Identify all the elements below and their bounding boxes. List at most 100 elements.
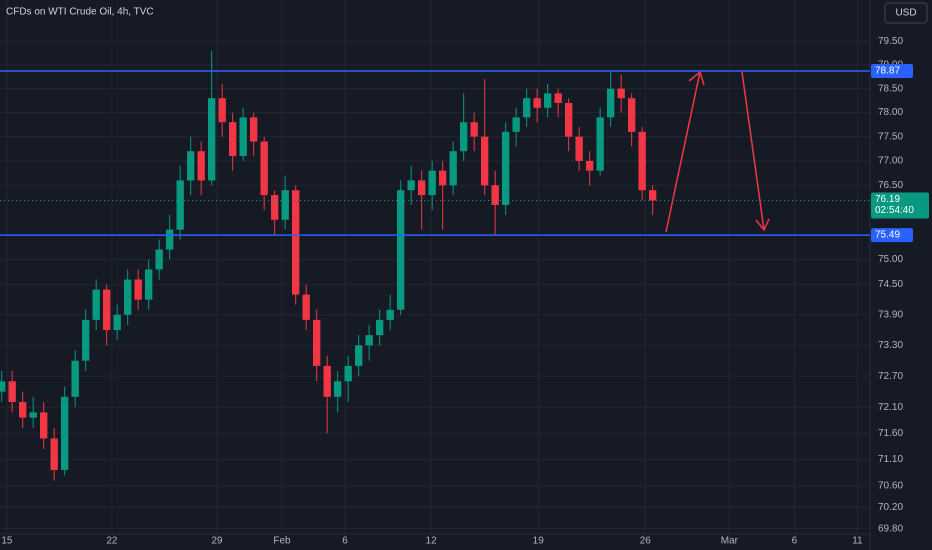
- price-label-box: [871, 228, 913, 243]
- y-tick-label: 73.30: [878, 340, 903, 351]
- y-tick-label: 79.50: [878, 36, 903, 47]
- candle-body: [145, 269, 153, 300]
- countdown: 02:54:40: [875, 205, 914, 216]
- candle-body: [61, 396, 69, 471]
- candle-body: [627, 98, 636, 132]
- candle-body: [270, 195, 279, 220]
- candle-body: [312, 319, 321, 366]
- down-arrow-head: [755, 218, 770, 232]
- candle-body: [365, 335, 373, 346]
- candle-body: [50, 438, 58, 471]
- candle-body: [417, 180, 426, 196]
- candle-body: [617, 88, 625, 99]
- candle-body: [165, 229, 174, 250]
- candle-body: [585, 160, 594, 171]
- x-tick-label: 29: [211, 536, 223, 547]
- candles: [0, 50, 657, 481]
- candle-body: [333, 381, 342, 397]
- y-tick-label: 76.50: [878, 180, 903, 191]
- annotation-arrows: [665, 70, 770, 233]
- candle-body: [323, 365, 331, 397]
- candle-body: [291, 190, 300, 295]
- candle-body: [543, 93, 552, 108]
- candle-body: [354, 345, 363, 366]
- last-price-label: 76.19: [875, 194, 900, 205]
- price-label-box: [871, 64, 913, 79]
- candle-body: [648, 190, 657, 201]
- candle-body: [92, 289, 100, 320]
- candle-body: [375, 319, 384, 336]
- y-tick-label: 77.50: [878, 131, 903, 142]
- candle-body: [239, 117, 247, 157]
- candle-body: [40, 412, 48, 439]
- candle-body: [480, 136, 489, 186]
- x-tick-label: Feb: [273, 536, 291, 547]
- candle-body: [438, 170, 447, 186]
- candle-body: [638, 131, 646, 191]
- last-price-box: [871, 192, 929, 219]
- price-label: 75.49: [875, 230, 900, 241]
- y-tick-label: 72.10: [878, 402, 903, 413]
- y-tick-label: 78.00: [878, 107, 903, 118]
- candle-body: [124, 279, 132, 315]
- candle-body: [260, 141, 268, 196]
- candle-body: [0, 381, 6, 392]
- candle-body: [249, 117, 258, 142]
- price-label: 78.87: [875, 66, 900, 77]
- candle-body: [386, 309, 394, 320]
- candle-body: [82, 319, 90, 361]
- y-tick-label: 72.70: [878, 371, 903, 382]
- x-tick-label: 15: [1, 536, 13, 547]
- x-tick-label: 12: [426, 536, 438, 547]
- candle-body: [449, 151, 457, 186]
- candle-body: [186, 151, 195, 181]
- candle-body: [113, 314, 121, 331]
- candle-body: [281, 190, 289, 220]
- candle-body: [470, 122, 478, 137]
- candle-body: [155, 249, 163, 270]
- candle-body: [197, 151, 205, 181]
- candle-body: [218, 98, 226, 123]
- candle-body: [512, 117, 520, 132]
- candle-body: [501, 131, 510, 205]
- x-tick-label: 19: [533, 536, 545, 547]
- up-arrow-head: [688, 70, 705, 86]
- y-tick-label: 78.50: [878, 83, 903, 94]
- candle-body: [228, 122, 237, 157]
- y-tick-label: 73.90: [878, 309, 903, 320]
- up-arrow: [665, 71, 701, 233]
- candle-body: [8, 381, 16, 403]
- candle-body: [522, 98, 531, 118]
- y-tick-label: 71.60: [878, 428, 903, 439]
- x-tick-label: 6: [342, 536, 348, 547]
- candle-body: [606, 88, 615, 118]
- x-tick-label: 22: [106, 536, 118, 547]
- candle-body: [71, 360, 79, 397]
- x-tick-label: 26: [640, 536, 652, 547]
- x-tick-label: 6: [792, 536, 798, 547]
- candle-body: [428, 170, 436, 196]
- candle-body: [407, 180, 415, 191]
- y-tick-label: 70.60: [878, 481, 903, 492]
- y-tick-label: 69.80: [878, 523, 903, 534]
- candle-body: [29, 412, 37, 418]
- candle-body: [596, 117, 604, 171]
- x-tick-label: Mar: [721, 536, 739, 547]
- y-tick-label: 77.00: [878, 156, 903, 167]
- candle-body: [396, 190, 405, 310]
- y-tick-label: 74.50: [878, 279, 903, 290]
- candle-body: [491, 185, 499, 205]
- candle-body: [207, 98, 216, 181]
- candle-body: [554, 93, 562, 103]
- chart-title: CFDs on WTI Crude Oil, 4h, TVC: [6, 7, 154, 18]
- x-tick-label: 11: [852, 536, 863, 547]
- currency: USD: [895, 8, 916, 19]
- candle-body: [575, 136, 583, 161]
- candle-body: [459, 122, 468, 152]
- down-arrow: [741, 71, 765, 231]
- candle-body: [344, 365, 352, 382]
- candle-body: [19, 402, 27, 418]
- currency-box[interactable]: [884, 2, 928, 24]
- y-tick-label: 71.10: [878, 454, 903, 465]
